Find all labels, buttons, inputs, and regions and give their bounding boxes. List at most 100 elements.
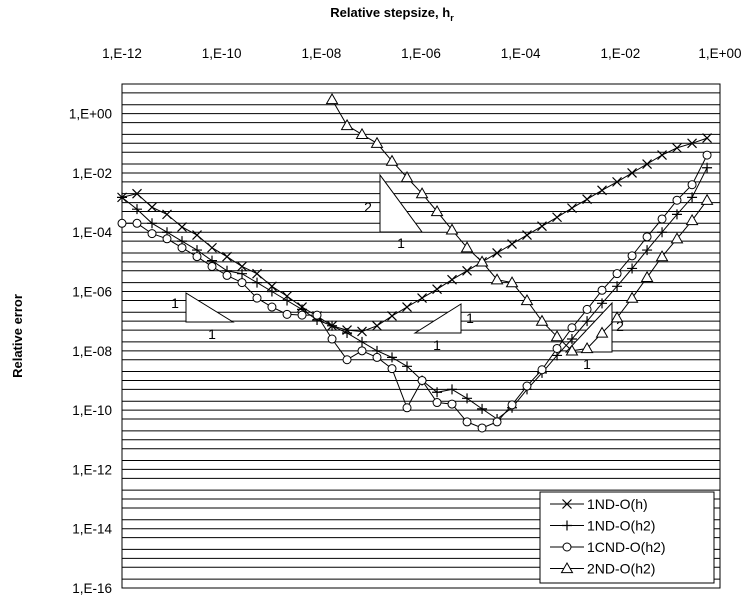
x-marker bbox=[552, 212, 562, 223]
triangle-marker bbox=[340, 118, 354, 131]
circle-marker bbox=[507, 400, 517, 410]
legend-item: 2ND-O(h2) bbox=[550, 561, 655, 577]
x-axis-title-main: Relative stepsize, h bbox=[330, 5, 450, 20]
circle-marker bbox=[312, 310, 322, 320]
x-marker bbox=[222, 251, 232, 262]
triangle-marker bbox=[505, 276, 519, 288]
triangle-marker bbox=[400, 171, 414, 183]
x-marker bbox=[207, 242, 217, 253]
x-marker bbox=[537, 221, 547, 232]
circle-marker bbox=[177, 243, 187, 253]
plus-marker bbox=[327, 320, 338, 331]
triangle-marker bbox=[415, 187, 429, 199]
triangle-marker bbox=[610, 311, 624, 323]
circle-marker bbox=[702, 150, 712, 160]
plus-marker bbox=[597, 298, 608, 309]
x-marker bbox=[252, 268, 262, 279]
triangle-marker bbox=[700, 193, 714, 205]
series-group bbox=[117, 92, 714, 433]
slope-run-label: 1 bbox=[433, 337, 441, 353]
triangle-marker bbox=[625, 291, 639, 303]
circle-marker bbox=[627, 251, 637, 261]
x-marker bbox=[357, 326, 367, 337]
triangle-marker bbox=[325, 92, 339, 105]
y-tick-label: 1,E-02 bbox=[72, 166, 112, 181]
plus-marker bbox=[687, 192, 698, 203]
circle-marker bbox=[387, 364, 397, 374]
triangle-marker bbox=[445, 223, 459, 235]
triangle-marker bbox=[655, 250, 669, 262]
x-tick-label: 1,E-10 bbox=[202, 46, 242, 61]
x-marker bbox=[642, 159, 652, 169]
triangle-marker bbox=[385, 154, 399, 166]
circle-marker bbox=[447, 399, 457, 409]
x-marker bbox=[567, 203, 577, 214]
x-tick-label: 1,E+00 bbox=[698, 46, 741, 61]
circle-marker bbox=[372, 352, 382, 362]
circle-marker bbox=[417, 375, 427, 385]
y-tick-label: 1,E-10 bbox=[72, 403, 112, 418]
x-axis-title-subscript: r bbox=[450, 13, 454, 23]
x-marker bbox=[417, 293, 427, 304]
x-marker bbox=[657, 150, 667, 161]
plot-area-border bbox=[121, 83, 721, 589]
y-tick-label: 1,E+00 bbox=[69, 107, 112, 122]
plus-marker bbox=[117, 192, 127, 203]
legend-item: 1ND-O(h) bbox=[550, 496, 648, 512]
x-axis-title: Relative stepsize, hr bbox=[330, 5, 454, 23]
plus-marker bbox=[627, 263, 638, 274]
x-marker bbox=[192, 230, 202, 241]
x-marker bbox=[507, 239, 517, 249]
x-marker bbox=[627, 168, 637, 178]
x-marker bbox=[447, 274, 457, 285]
legend-label: 1CND-O(h2) bbox=[587, 539, 666, 555]
circle-marker bbox=[462, 417, 472, 427]
legend-label: 1ND-O(h) bbox=[587, 496, 648, 512]
circle-marker bbox=[117, 218, 127, 228]
x-tick-label: 1,E-02 bbox=[600, 46, 640, 61]
circle-marker bbox=[642, 232, 652, 242]
plus-marker bbox=[266, 286, 277, 297]
x-marker bbox=[582, 194, 592, 205]
gridlines bbox=[122, 92, 720, 580]
circle-marker bbox=[132, 218, 142, 228]
x-marker bbox=[132, 188, 142, 199]
circle-marker bbox=[582, 304, 592, 314]
slope-rise-label: 1 bbox=[171, 295, 179, 311]
slope-run-label: 1 bbox=[583, 356, 591, 372]
y-tick-label: 1,E-06 bbox=[72, 285, 112, 300]
plus-marker bbox=[357, 336, 368, 347]
circle-marker bbox=[537, 365, 547, 375]
triangle-marker bbox=[565, 344, 579, 356]
plus-marker bbox=[642, 245, 653, 256]
x-marker bbox=[462, 265, 472, 276]
circle-marker bbox=[147, 229, 157, 239]
plus-marker bbox=[702, 162, 713, 173]
triangle-marker bbox=[535, 314, 549, 326]
circle-marker bbox=[222, 270, 232, 280]
x-marker bbox=[237, 261, 247, 272]
y-tick-label: 1,E-08 bbox=[72, 344, 112, 359]
y-tick-labels: 1,E+00 1,E-02 1,E-04 1,E-06 1,E-08 1,E-10 1,E-… bbox=[69, 107, 113, 596]
triangle-marker bbox=[685, 213, 699, 226]
triangle-marker bbox=[475, 255, 489, 267]
circle-marker bbox=[282, 309, 292, 319]
x-tick-label: 1,E-04 bbox=[501, 46, 541, 61]
circle-marker bbox=[327, 334, 337, 344]
circle-marker bbox=[552, 343, 562, 353]
legend: 1ND-O(h) 1ND-O(h2) 1CND-O(h2) 2ND-O(h2) bbox=[539, 491, 715, 584]
x-tick-label: 1,E-06 bbox=[401, 46, 441, 61]
y-tick-label: 1,E-16 bbox=[72, 581, 112, 596]
circle-marker bbox=[522, 381, 532, 391]
circle-marker bbox=[612, 269, 622, 279]
x-marker bbox=[372, 320, 382, 331]
triangle-marker bbox=[460, 241, 474, 253]
series-line bbox=[121, 137, 708, 333]
circle-marker bbox=[562, 542, 572, 552]
circle-marker bbox=[192, 252, 202, 262]
y-tick-label: 1,E-14 bbox=[72, 522, 112, 537]
x-marker bbox=[612, 176, 622, 187]
x-marker bbox=[162, 209, 172, 220]
plus-marker bbox=[447, 384, 458, 395]
